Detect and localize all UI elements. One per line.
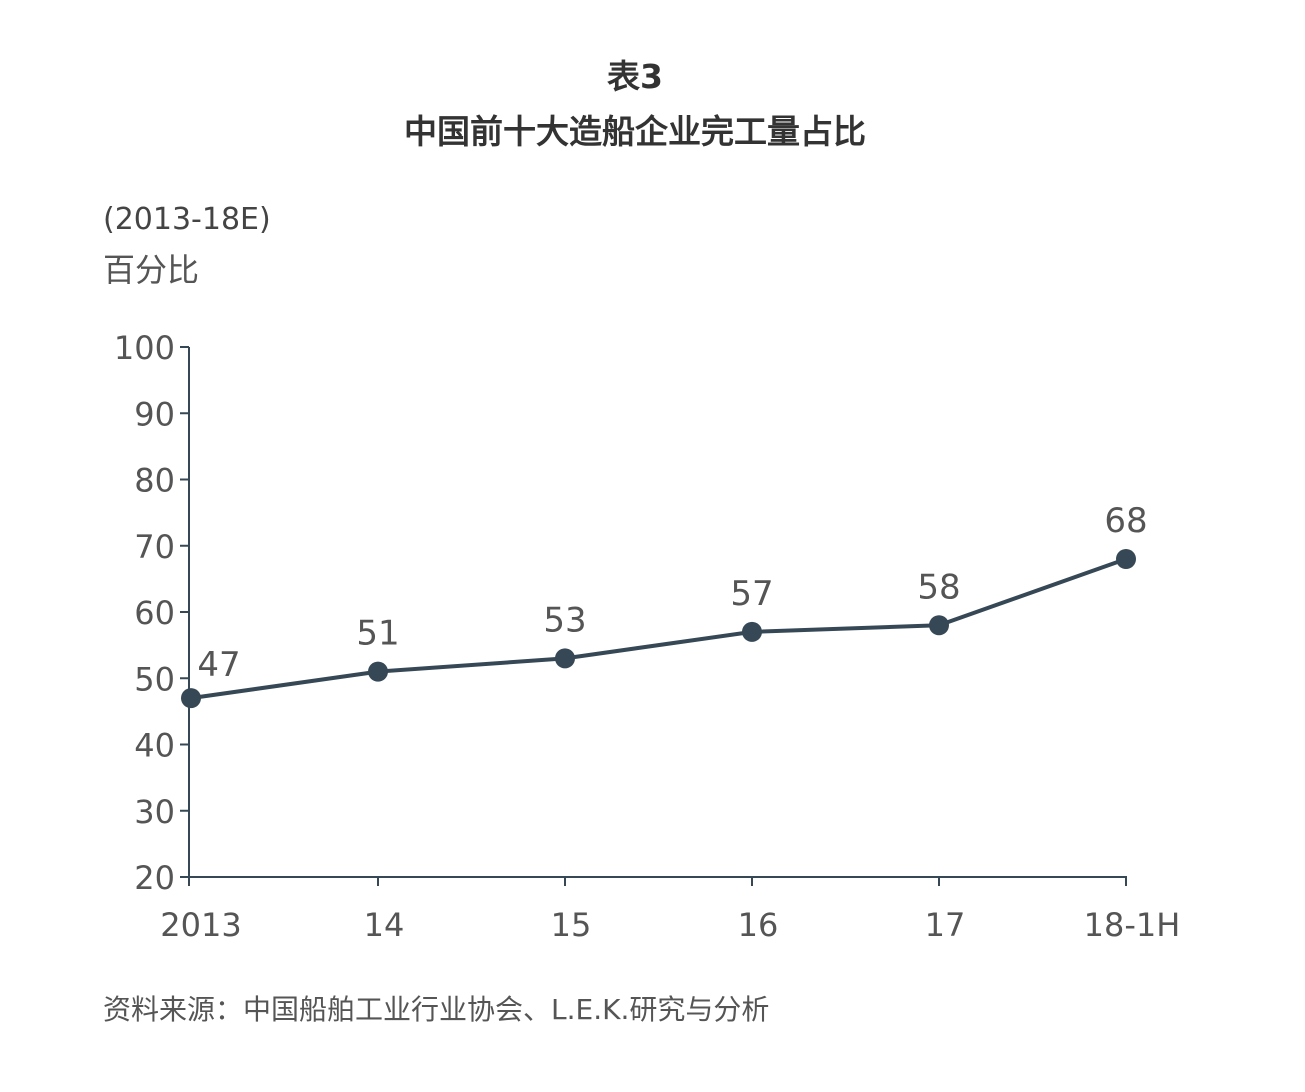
x-tick-label: 16: [738, 906, 779, 944]
data-labels: 47 51 53 57 58 68: [197, 501, 1147, 685]
chart-period-label: (2013-18E): [103, 202, 271, 237]
chart-title-block: 表3 中国前十大造船企业完工量占比: [0, 52, 1270, 162]
data-point: [555, 648, 575, 669]
y-tick-label: 100: [114, 329, 175, 367]
x-tick-label: 2013: [160, 906, 241, 944]
y-tick-label: 90: [134, 395, 175, 433]
data-label: 58: [917, 567, 960, 607]
y-tick-label: 30: [134, 793, 175, 831]
x-tick-label: 17: [925, 906, 966, 944]
y-axis-label: 百分比: [103, 251, 200, 289]
chart-title: 表3: [607, 57, 663, 96]
y-tick-label: 40: [134, 727, 175, 765]
data-point: [181, 688, 201, 709]
data-point: [929, 615, 949, 636]
data-point: [1116, 549, 1136, 569]
data-label: 53: [543, 600, 586, 640]
data-label: 47: [197, 645, 240, 685]
source-note: 资料来源：中国船舶工业行业协会、L.E.K.研究与分析: [103, 993, 770, 1026]
y-tick-label: 80: [134, 462, 175, 500]
y-tick-label: 20: [134, 859, 175, 897]
y-tick-label: 70: [134, 528, 175, 566]
chart-subtitle: 中国前十大造船企业完工量占比: [404, 112, 866, 151]
series: [181, 549, 1136, 709]
y-tick-label: 50: [134, 660, 175, 698]
x-tick-label: 15: [551, 906, 592, 944]
data-label: 68: [1104, 501, 1147, 541]
data-point: [368, 661, 388, 682]
x-tick-label: 18-1H: [1084, 906, 1181, 944]
series-line: [190, 557, 1127, 701]
y-tick-label: 60: [134, 594, 175, 632]
data-point: [742, 621, 762, 642]
data-label: 51: [356, 614, 399, 654]
data-label: 57: [730, 574, 773, 614]
x-tick-label: 14: [364, 906, 405, 944]
axes: 20 30 40 50 60 70 80 90 100 2013 14 15 16 17 18-1H: [114, 329, 1180, 944]
